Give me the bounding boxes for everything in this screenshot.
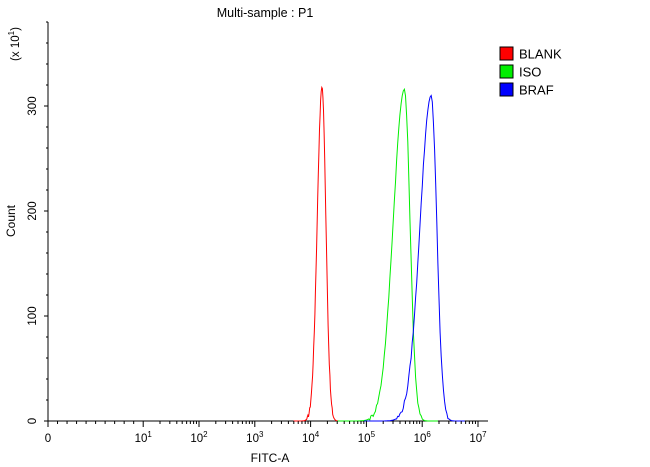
legend-label-blank: BLANK (519, 47, 562, 62)
y-axis-label: Count (4, 204, 18, 237)
x-tick-label: 0 (45, 433, 51, 445)
series-line-blank (293, 85, 346, 422)
x-axis-label: FITC-A (251, 451, 290, 465)
series-line-iso (337, 87, 438, 422)
y-tick-label: 0 (27, 418, 39, 424)
x-tick-label: 107 (469, 430, 487, 445)
y-tick-label: 300 (27, 96, 39, 115)
legend-swatch-blank (499, 46, 514, 61)
x-tick-label: 105 (358, 430, 376, 445)
y-axis-ticks: 0 100 200 300 (27, 21, 48, 424)
x-tick-label: 106 (414, 430, 432, 445)
chart-title: Multi-sample : P1 (217, 6, 314, 20)
legend: BLANK ISO BRAF (499, 46, 562, 98)
x-tick-label: 102 (190, 430, 208, 445)
legend-label-braf: BRAF (519, 83, 554, 98)
x-tick-label: 103 (246, 430, 264, 445)
legend-label-iso: ISO (519, 65, 541, 80)
legend-swatch-iso (499, 64, 514, 79)
series-line-braf (364, 94, 465, 422)
histogram-curves (293, 85, 465, 422)
y-multiplier-exp: 1 (7, 30, 16, 35)
y-multiplier-label: (x 101) (7, 27, 22, 61)
x-tick-label: 104 (302, 430, 320, 445)
y-tick-label: 100 (27, 306, 39, 325)
y-multiplier-prefix: (x 10 (10, 35, 22, 61)
y-tick-label: 200 (27, 201, 39, 220)
y-multiplier-close: ) (10, 27, 22, 31)
legend-swatch-braf (499, 82, 514, 97)
x-tick-label: 101 (135, 430, 153, 445)
plot-area (47, 22, 488, 422)
x-axis-ticks: 0 101 102 103 104 105 106 107 (45, 421, 487, 445)
